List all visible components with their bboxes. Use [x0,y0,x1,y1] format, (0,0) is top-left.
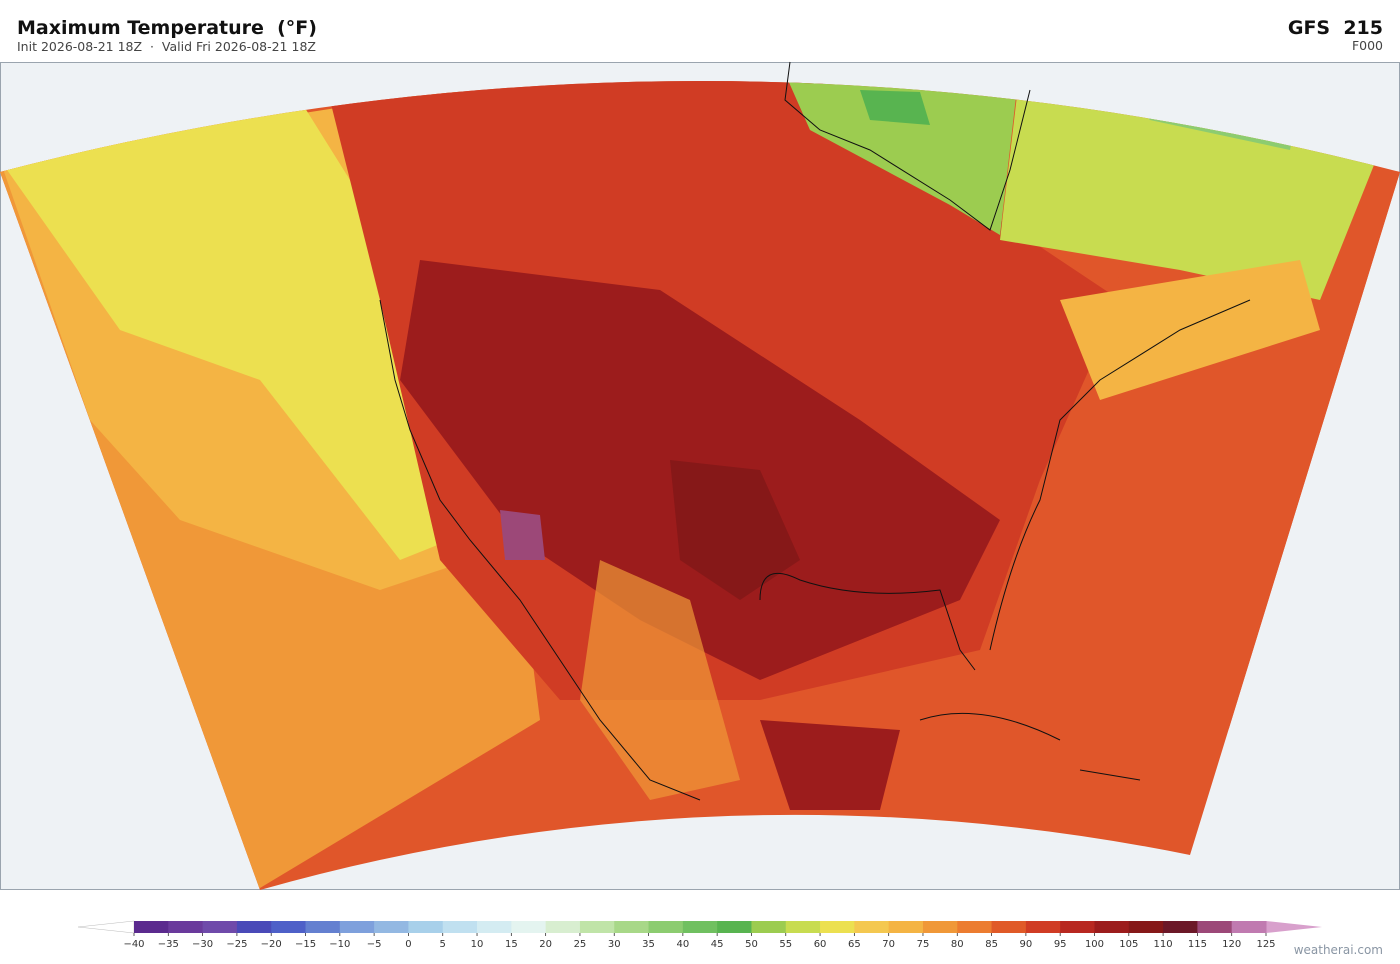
colorbar-tick-label: 125 [1256,939,1275,950]
forecast-hour: F000 [1352,38,1383,53]
colorbar-bin [648,921,684,933]
colorbar-bin [1197,921,1233,933]
colorbar-tick-label: 85 [985,939,998,950]
colorbar-tick-label: 45 [711,939,724,950]
colorbar-bin [854,921,890,933]
colorbar-bin [991,921,1027,933]
colorbar-tick-label: 115 [1188,939,1207,950]
colorbar-bin [1128,921,1164,933]
colorbar-bin [339,921,375,933]
colorbar-bin [888,921,924,933]
colorbar-bin [271,921,307,933]
colorbar-tick-label: 105 [1119,939,1138,950]
colorbar-tick-label: 25 [574,939,587,950]
colorbar-tick-label: 90 [1020,939,1033,950]
colorbar-bin [922,921,958,933]
map [0,61,1400,890]
colorbar: −40 −35 −30 −25 −20 −15 −10 −5 0 5 10 15 20 25 30 35 40 4… [77,920,1322,950]
colorbar-tick-label: 70 [882,939,895,950]
colorbar-bin [785,921,821,933]
colorbar-tick-label: 60 [814,939,827,950]
colorbar-bin [442,921,478,933]
colorbar-bin [134,921,169,933]
temperature-field [0,81,1400,890]
colorbar-tick-label: 55 [779,939,792,950]
colorbar-bin [545,921,581,933]
coastlines [379,61,1251,801]
colorbar-bin [614,921,650,933]
colorbar-tick-label: 110 [1154,939,1173,950]
colorbar-bin [820,921,855,933]
colorbar-bin [957,921,993,933]
colorbar-tick-label: −40 [123,939,144,950]
title: Maximum Temperature (°F) [17,17,317,39]
colorbar-tick-label: 75 [917,939,930,950]
subtitle: Init 2026-08-21 18Z · Valid Fri 2026-08-… [17,39,316,54]
colorbar-tick-label: −20 [261,939,282,950]
colorbar-tick-label: 100 [1085,939,1104,950]
colorbar-bin [168,921,204,933]
colorbar-bin [305,921,341,933]
colorbar-tick-label: 5 [440,939,446,950]
colorbar-bin [1231,921,1267,933]
colorbar-tick-label: 10 [471,939,484,950]
colorbar-tick-label: 65 [848,939,861,950]
colorbar-bin [1025,921,1061,933]
colorbar-tick-label: −10 [329,939,350,950]
colorbar-extension-high [1266,921,1322,933]
colorbar-tick-label: 120 [1222,939,1241,950]
colorbar-bin [1163,921,1198,933]
colorbar-bin [477,921,512,933]
colorbar-bin [408,921,444,933]
colorbar-tick-label: 0 [405,939,411,950]
colorbar-bin [579,921,615,933]
colorbar-tick-label: 95 [1054,939,1067,950]
colorbar-tick-label: −15 [295,939,316,950]
colorbar-tick-label: −35 [158,939,179,950]
colorbar-bin [1094,921,1130,933]
model-name: GFS 215 [1288,17,1383,39]
colorbar-tick-label: 30 [608,939,621,950]
colorbar-tick-label: 20 [539,939,552,950]
colorbar-tick-label: 50 [745,939,758,950]
colorbar-bin [717,921,752,933]
colorbar-tick-label: 35 [642,939,655,950]
colorbar-tick-label: 40 [676,939,689,950]
colorbar-bin [751,921,787,933]
colorbar-bin [374,921,409,933]
colorbar-tick-label: −5 [367,939,382,950]
colorbar-tick-label: 15 [505,939,518,950]
colorbar-bin [236,921,272,933]
colorbar-bin [682,921,718,933]
colorbar-bin [1060,921,1095,933]
colorbar-tick-label: −30 [192,939,213,950]
colorbar-bin [511,921,547,933]
colorbar-bin [202,921,238,933]
watermark: weatherai.com [1294,943,1383,957]
colorbar-tick-label: −25 [226,939,247,950]
colorbar-extension-low [77,920,135,934]
colorbar-tick-label: 80 [951,939,964,950]
